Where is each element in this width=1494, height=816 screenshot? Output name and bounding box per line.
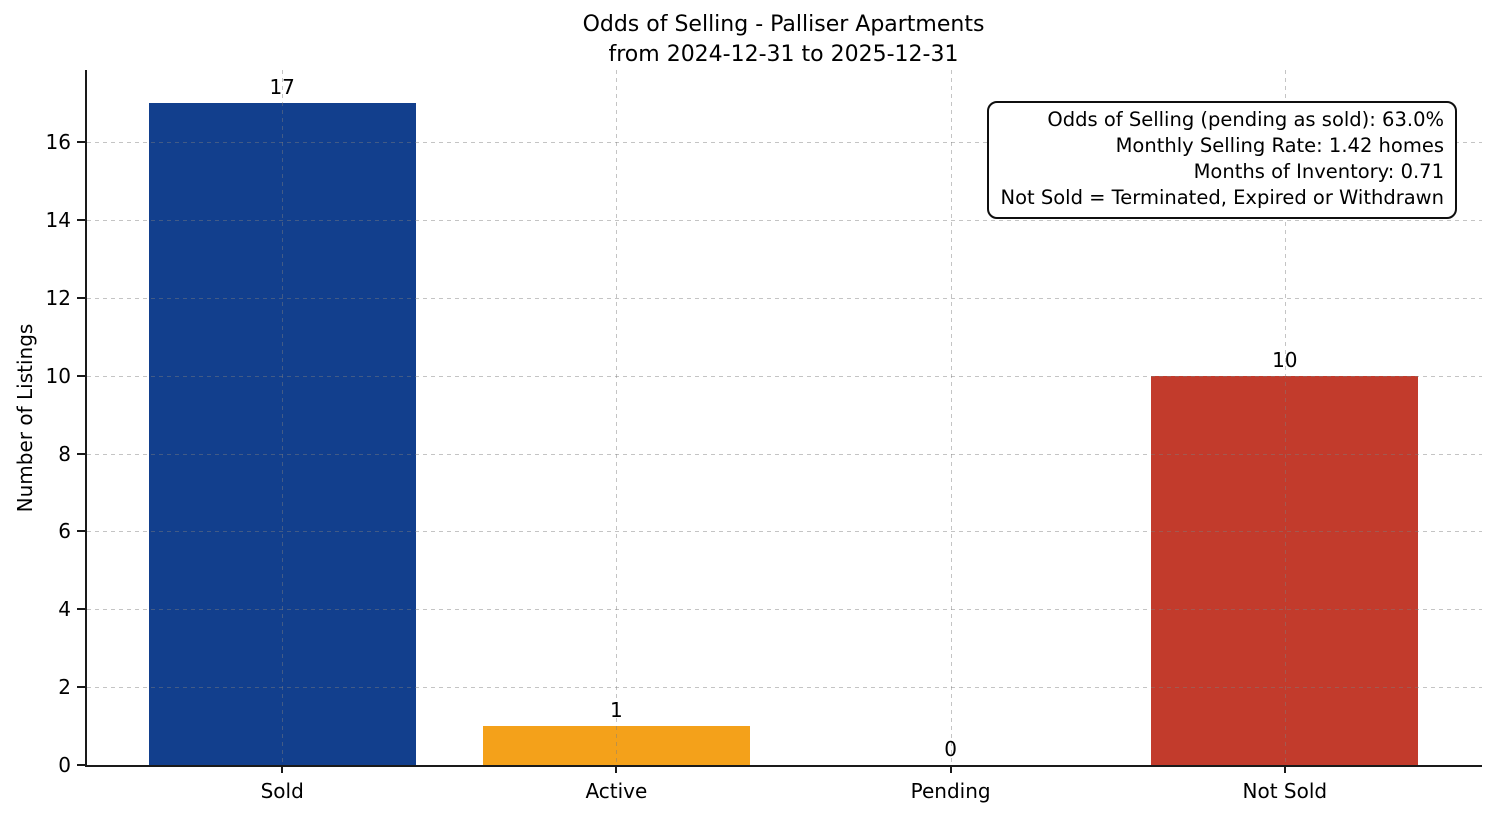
y-tick-label: 0	[58, 753, 71, 777]
chart-title: Odds of Selling - Palliser Apartments fr…	[85, 10, 1482, 70]
vertical-gridline	[616, 70, 618, 765]
horizontal-gridline	[87, 687, 1482, 689]
y-axis-tick-mark	[77, 141, 85, 144]
bar-value-label-active: 1	[610, 698, 623, 723]
y-tick-label: 16	[45, 130, 71, 155]
y-axis-label: Number of Listings	[13, 323, 37, 513]
x-axis-tick-mark	[949, 765, 952, 773]
horizontal-gridline	[87, 375, 1482, 377]
annotation-not-sold-definition: Not Sold = Terminated, Expired or Withdr…	[1000, 186, 1444, 209]
x-tick-label-pending: Pending	[910, 779, 991, 803]
bar-not-sold	[1151, 375, 1419, 765]
y-axis-tick-mark	[77, 608, 85, 611]
y-tick-label: 4	[58, 597, 71, 622]
vertical-gridline	[950, 70, 952, 765]
y-tick-label: 10	[45, 363, 71, 388]
y-axis-spine	[85, 70, 87, 765]
bar-value-label-not-sold: 10	[1272, 347, 1298, 372]
y-axis-tick-mark	[77, 530, 85, 533]
y-tick-label: 14	[45, 207, 71, 232]
horizontal-gridline	[87, 219, 1482, 221]
chart-title-line-1: Odds of Selling - Palliser Apartments	[582, 12, 985, 37]
chart-title-line-2: from 2024-12-31 to 2025-12-31	[608, 42, 959, 67]
annotation-months-of-inventory: Months of Inventory: 0.71	[1193, 160, 1444, 183]
y-tick-label: 8	[58, 441, 71, 466]
horizontal-gridline	[87, 453, 1482, 455]
x-axis-tick-mark	[281, 765, 284, 773]
x-axis-tick-mark	[615, 765, 618, 773]
horizontal-gridline	[87, 531, 1482, 533]
y-axis-tick-mark	[77, 452, 85, 455]
x-tick-label-sold: Sold	[260, 779, 304, 803]
y-tick-label: 2	[58, 675, 71, 700]
horizontal-gridline	[87, 609, 1482, 611]
x-axis-spine	[85, 765, 1482, 767]
x-tick-label-active: Active	[585, 779, 648, 803]
annotation-odds-of-selling: Odds of Selling (pending as sold): 63.0%	[1047, 108, 1444, 131]
y-tick-label: 6	[58, 519, 71, 544]
vertical-gridline	[282, 70, 284, 765]
y-axis-tick-mark	[77, 686, 85, 689]
x-tick-label-not-sold: Not Sold	[1242, 779, 1328, 803]
bar-sold	[148, 103, 416, 765]
bar-value-label-pending: 0	[944, 737, 957, 761]
y-axis-tick-mark	[77, 374, 85, 377]
plot-area: 17 1 0 10	[77, 70, 1482, 773]
vertical-gridline	[1284, 70, 1286, 765]
bar-value-label-sold: 17	[269, 75, 295, 100]
x-axis-tick-mark	[1283, 765, 1286, 773]
horizontal-gridline	[87, 142, 1482, 144]
horizontal-gridline	[87, 297, 1482, 299]
stats-annotation-box: Odds of Selling (pending as sold): 63.0%…	[987, 101, 1457, 219]
y-tick-label: 12	[45, 285, 71, 310]
bar-active	[482, 726, 751, 765]
y-axis-tick-mark	[77, 218, 85, 221]
annotation-monthly-selling-rate: Monthly Selling Rate: 1.42 homes	[1115, 134, 1444, 157]
y-axis-tick-mark	[77, 296, 85, 299]
y-axis-tick-mark	[77, 764, 85, 766]
